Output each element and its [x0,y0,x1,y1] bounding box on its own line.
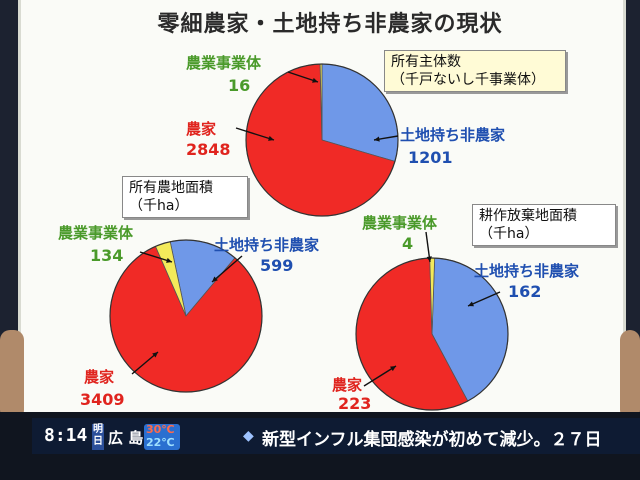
pie3-title-box: 耕作放棄地面積 （千ha） [472,204,616,246]
diamond-icon: ◆ [243,428,254,444]
right-hand [620,330,640,420]
pie2-title: 所有農地面積 [129,180,213,196]
chart-title: 零細農家・土地持ち非農家の現状 [157,12,503,37]
pie2-title-box: 所有農地面積 （千ha） [122,176,248,218]
pie2-value-farm-household: 3409 [80,390,125,409]
pie2-arrowhead-3 [152,352,158,358]
pie3-title: 耕作放棄地面積 [479,208,577,224]
pie2-label-farm-household: 農家 [84,368,115,386]
pie1-label-farm-household: 農家 [186,120,217,138]
pie1-value-agri-business: 16 [228,76,251,95]
weather-city: 広 島 [108,429,144,447]
left-hand [0,330,24,420]
pie3-label-agri-business: 農業事業体 [362,214,438,232]
pie3-arrowhead-3 [390,366,396,372]
pie1-title-box: 所有主体数 （千戸ないし千事業体） [384,50,566,92]
pie2-label-landowning-nonfarm: 土地持ち非農家 [214,236,320,254]
pie3-arrow-2 [467,291,501,307]
news-headline: 新型インフル集団感染が初めて減少。２７日 [262,430,602,450]
pie3-arrow-3 [363,365,397,387]
pie2-arrow-3 [131,351,159,375]
pie1-arrowhead-2 [268,135,274,141]
ticker-bar [32,418,640,454]
pie3-outline [355,257,509,411]
pie1-label-landowning-nonfarm: 土地持ち非農家 [400,126,506,144]
pie3-value-landowning-nonfarm: 162 [508,282,542,301]
pie2-unit: （千ha） [129,198,189,214]
pie2-value-agri-business: 134 [90,246,124,265]
pie1-unit: （千戸ないし千事業体） [391,72,545,88]
pie1-arrow-2 [235,127,275,141]
tv-ticker: 8:14 明日 広 島 30℃ 22℃ ◆ 新型インフル集団感染が初めて減少。２… [0,412,640,480]
pie2-arrow-2 [211,255,243,283]
temperature-low: 22℃ [146,436,175,449]
pie1-outline [245,63,399,217]
pie1-title: 所有主体数 [391,54,461,70]
temperature-high: 30℃ [146,423,175,436]
pie2-arrow-1 [139,251,173,263]
clock-time: 8:14 [44,425,88,446]
pie1-value-farm-household: 2848 [186,140,231,159]
pie2-outline [109,239,263,393]
pie2-arrowhead-1 [166,257,172,263]
forecast-day: 明日 [92,424,104,450]
pie2-arrowhead-2 [212,276,218,282]
pie3-value-farm-household: 223 [338,394,372,413]
pie1-arrowhead-1 [312,77,318,83]
pie1-label-agri-business: 農業事業体 [186,54,262,72]
pie1-value-landowning-nonfarm: 1201 [408,148,453,167]
pie3-arrowhead-2 [468,301,474,307]
pie2-value-landowning-nonfarm: 599 [260,256,294,275]
pie1-arrowhead-3 [374,136,380,142]
pie3-arrowhead-1 [426,256,432,262]
pie3-label-farm-household: 農家 [332,376,363,394]
pie3-unit: （千ha） [479,226,539,242]
pie2-label-agri-business: 農業事業体 [58,224,134,242]
pie3-value-agri-business: 4 [402,234,414,253]
pie-charts-canvas [109,63,509,411]
temperature-box [144,424,180,450]
pie3-label-landowning-nonfarm: 土地持ち非農家 [474,262,580,280]
